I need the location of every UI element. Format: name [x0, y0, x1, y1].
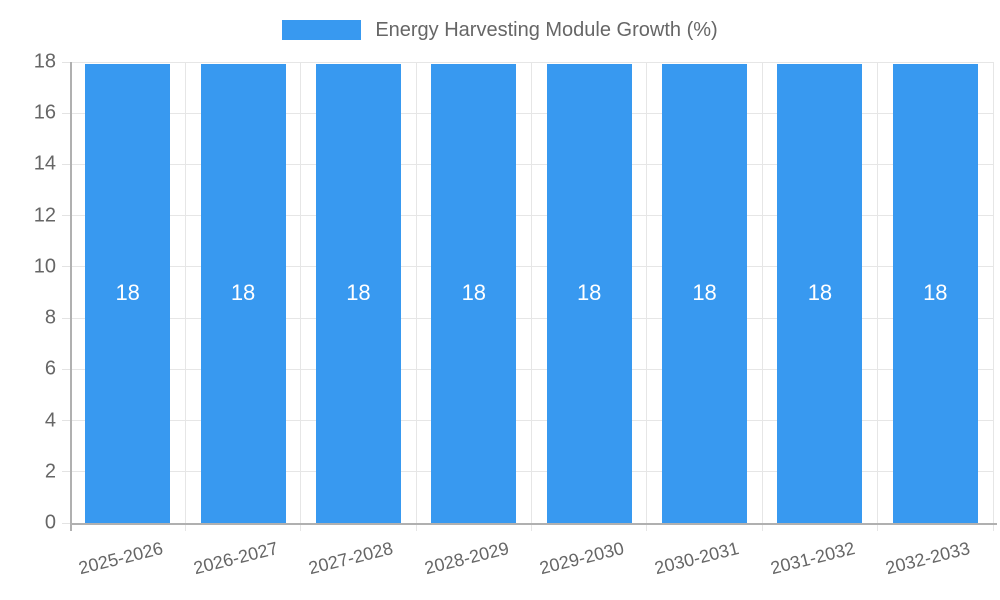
v-gridline: [415, 62, 417, 531]
y-tick-label: 16: [33, 101, 56, 124]
legend-swatch-icon: [282, 20, 362, 40]
bar: [431, 64, 517, 523]
y-tick-mark: [62, 368, 70, 370]
y-tick-label: 4: [44, 409, 56, 432]
bar: [892, 64, 978, 523]
bar-value-label: 18: [346, 279, 371, 305]
bar-value-label: 18: [230, 279, 256, 305]
y-tick-label: 10: [33, 255, 56, 278]
bar-value-label: 18: [923, 279, 948, 305]
y-tick-label: 12: [33, 204, 56, 227]
y-tick-label: 8: [44, 306, 56, 329]
bar: [546, 64, 632, 523]
v-gridline: [992, 62, 994, 531]
bar-value-label: 18: [576, 279, 602, 305]
bar: [777, 64, 863, 523]
y-tick-mark: [62, 522, 70, 524]
x-tick-label: 2025-2026: [76, 538, 165, 579]
legend: Energy Harvesting Module Growth (%): [0, 18, 1000, 42]
y-tick-mark: [62, 471, 70, 473]
bar-value-label: 18: [692, 279, 717, 305]
bar: [200, 64, 286, 523]
x-tick-label: 2031-2032: [768, 538, 857, 579]
x-axis-line: [70, 523, 997, 525]
v-gridline: [184, 62, 186, 531]
legend-label: Energy Harvesting Module Growth (%): [375, 19, 718, 41]
plot-area: 0 2 4 6 8 10 12 14 16 18 18 18 18 18 18 18 18 18 2025-2026…: [34, 51, 997, 578]
y-tick-mark: [62, 420, 70, 422]
bar: [315, 64, 401, 523]
v-gridline: [300, 62, 302, 531]
y-tick-label: 18: [33, 50, 56, 73]
y-tick-mark: [62, 61, 70, 63]
bar: [662, 64, 748, 523]
v-gridline: [761, 62, 763, 531]
y-tick-mark: [62, 266, 70, 268]
y-tick-mark: [62, 163, 70, 165]
legend-item[interactable]: Energy Harvesting Module Growth (%): [282, 18, 718, 42]
x-tick-label: 2029-2030: [537, 538, 627, 579]
y-axis-line: [70, 62, 72, 531]
x-tick-label: 2026-2027: [191, 538, 280, 579]
y-tick-mark: [62, 112, 70, 114]
y-tick-label: 14: [33, 152, 56, 175]
x-tick-label: 2032-2033: [883, 538, 973, 579]
x-tick-label: 2030-2031: [653, 538, 742, 579]
bar-value-label: 18: [461, 279, 487, 305]
y-tick-label: 6: [44, 357, 56, 380]
v-gridline: [531, 62, 532, 531]
x-tick-label: 2027-2028: [306, 538, 396, 579]
y-tick-label: 0: [44, 511, 56, 534]
bar-value-label: 18: [115, 279, 140, 305]
y-tick-mark: [62, 317, 70, 319]
bar-value-label: 18: [807, 279, 833, 305]
v-gridline: [877, 62, 879, 531]
y-tick-mark: [62, 215, 70, 217]
x-tick-label: 2028-2029: [422, 538, 511, 579]
bar: [85, 64, 171, 523]
y-tick-label: 2: [44, 460, 56, 483]
v-gridline: [646, 62, 648, 531]
